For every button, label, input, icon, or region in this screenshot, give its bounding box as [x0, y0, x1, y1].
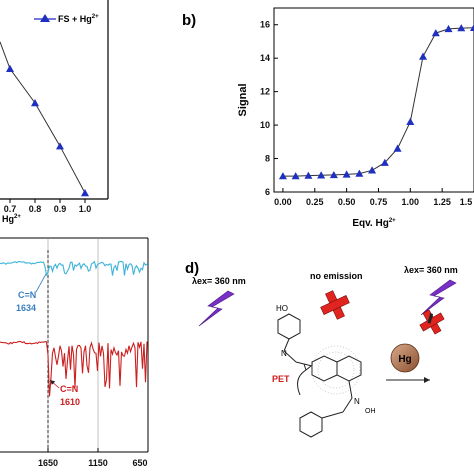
right-x-icon: [419, 309, 445, 335]
panel-b-x-tick-label: 1.25: [433, 197, 451, 207]
pet-label: PET: [272, 374, 290, 384]
panel-a-xlabel: Hg2+: [2, 214, 21, 224]
molecule-ho-label: HO: [276, 304, 288, 313]
panel-b-data-point: [355, 169, 364, 177]
panel-b-data-point: [329, 170, 338, 179]
panel-b-x-tick-label: 0.75: [370, 197, 388, 207]
panel-b-x-tick-label: 0.25: [306, 197, 324, 207]
molecule-oh-label: OH: [365, 408, 376, 415]
panel-b-y-tick-label: 6: [265, 187, 270, 197]
lightning-bolt-right-icon: [420, 279, 457, 316]
panel-c-x-ticks: 1650 1150 650: [38, 448, 149, 468]
panel-a-x-ticks: 0.7 0.8 0.9 1.0: [4, 199, 92, 214]
panel-a: FS + Hg2+ 0.7 0.8 0.9 1.0 Hg2+: [0, 0, 109, 224]
panel-b-x-ticks: 0.00 0.25 0.50 0.75 1.00 1.25 1.5: [274, 188, 474, 207]
panel-b-frame: [273, 7, 474, 193]
panel-b-data-point: [406, 117, 415, 125]
panel-b-x-tick-label: 1.00: [402, 197, 420, 207]
panel-a-points: [6, 64, 89, 197]
panel-b-label: b): [182, 12, 196, 29]
panel-a-x-tick-label: 0.7: [4, 204, 17, 214]
svg-text:1610: 1610: [60, 397, 80, 407]
panel-c-x-tick-label: 1150: [88, 458, 108, 468]
panel-a-x-tick-label: 1.0: [79, 204, 92, 214]
svg-text:1634: 1634: [16, 303, 36, 313]
panel-d-label: d): [185, 260, 199, 277]
panel-b-y-tick-label: 8: [265, 154, 270, 164]
panel-b-data-point: [317, 171, 326, 179]
panel-a-legend-label: FS + Hg2+: [58, 14, 99, 24]
no-emission-label: no emission: [310, 271, 363, 281]
panel-b-data-point: [444, 24, 453, 33]
no-emission-x-icon: [320, 290, 350, 320]
hg-ion-icon: [390, 343, 420, 373]
panel-a-data-point: [31, 99, 39, 107]
panel-b-y-tick-label: 12: [260, 87, 270, 97]
panel-b-x-tick-label: 0.00: [274, 197, 292, 207]
panel-b-data-point: [393, 144, 402, 152]
panel-c-annotation-blue: C=N 1634: [16, 273, 47, 313]
panel-b-y-tick-label: 14: [260, 53, 270, 63]
panel-a-legend: FS + Hg2+: [34, 14, 99, 24]
svg-text:C=N: C=N: [60, 384, 78, 394]
molecule-n-bottom-label: N: [354, 397, 360, 406]
panel-c-x-tick-label: 650: [132, 458, 147, 468]
panel-b-data-point: [278, 172, 287, 180]
molecule-n-top-label: N: [281, 349, 287, 358]
panel-b-data-point: [470, 23, 474, 31]
panel-c-annotation-red: C=N 1610: [49, 379, 80, 407]
panel-a-x-tick-label: 0.8: [29, 204, 42, 214]
panel-a-data-point: [56, 142, 64, 150]
panel-a-x-tick-label: 0.9: [54, 204, 67, 214]
panel-b-y-tick-label: 10: [260, 120, 270, 130]
panel-d: d) λex= 360 nm no emission λex= 360 nm: [185, 260, 458, 438]
hg-ion-label: Hg: [398, 354, 411, 365]
panel-b-series-line: [282, 27, 474, 177]
panel-b-data-point: [380, 158, 389, 166]
panel-a-data-point: [6, 64, 14, 72]
panel-b-xlabel: Eqv. Hg2+: [352, 218, 396, 229]
lambda-right-label: λex= 360 nm: [404, 265, 458, 275]
panel-a-series-line: [0, 41, 86, 194]
panel-b-ylabel: Signal: [237, 83, 249, 116]
lambda-left-label: λex= 360 nm: [192, 276, 246, 286]
panel-b-x-tick-label: 0.50: [338, 197, 356, 207]
panel-b-x-tick-label: 1.5: [460, 197, 473, 207]
panel-b-y-tick-label: 16: [260, 20, 270, 30]
panel-b-data-point: [342, 170, 351, 178]
panel-b-data-point: [291, 172, 300, 180]
panel-b-y-ticks: 6 8 10 12 14 16: [260, 20, 278, 197]
panel-b-data-point: [304, 171, 313, 179]
lightning-bolt-left-icon: [198, 290, 235, 327]
panel-c-spectrum-blue: [0, 260, 148, 277]
panel-a-data-point: [81, 189, 89, 197]
panel-c-spectrum-red: [0, 340, 148, 397]
fluorophore-halo: [311, 345, 361, 395]
panel-b-points: [278, 23, 474, 180]
panel-b-data-point: [368, 166, 377, 174]
panel-b-data-point: [457, 24, 466, 32]
panel-b-data-point: [431, 29, 440, 37]
panel-c: 1650 1150 650 C=N 1634 C=N 1610: [0, 237, 149, 468]
panel-b-data-point: [419, 52, 428, 60]
probe-molecule-structure: [277, 313, 362, 438]
panel-c-x-tick-label: 1650: [38, 458, 58, 468]
panel-b: b) 6 8 10 12 14 16 0.00 0.25 0.50 0.75 1.00 1.25 1.…: [182, 7, 474, 229]
svg-text:C=N: C=N: [18, 290, 36, 300]
